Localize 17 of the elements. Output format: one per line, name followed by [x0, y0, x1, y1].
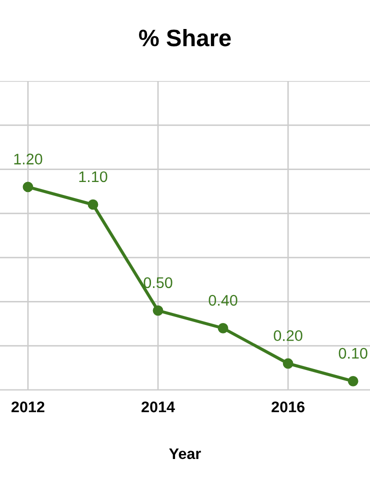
point — [218, 322, 228, 334]
x-axis-title: Year — [169, 448, 201, 460]
point — [152, 305, 164, 316]
x-tick-label: 2012 — [12, 402, 44, 412]
data-label: 1.10 — [79, 171, 108, 182]
point — [88, 199, 98, 210]
point — [22, 182, 34, 192]
point — [282, 358, 294, 369]
x-tick-label: 2016 — [272, 402, 305, 412]
data-label: 0.40 — [208, 294, 238, 306]
data-label: 1.20 — [14, 154, 42, 164]
point — [348, 376, 358, 386]
data-label: 0.50 — [144, 277, 172, 288]
chart-title: % Share — [139, 28, 231, 46]
x-tick-label: 2014 — [142, 402, 175, 412]
data-label: 0.20 — [274, 330, 302, 342]
data-label: 0.10 — [338, 348, 368, 359]
